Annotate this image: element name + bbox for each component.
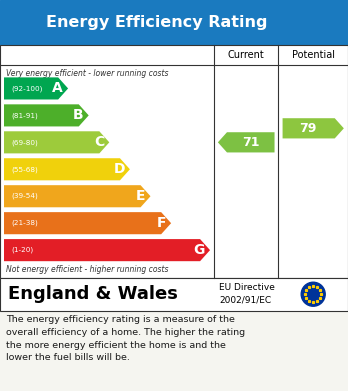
- Text: A: A: [52, 81, 63, 95]
- Text: (81-91): (81-91): [11, 112, 38, 118]
- Bar: [0, 45, 348, 278]
- Text: Very energy efficient - lower running costs: Very energy efficient - lower running co…: [6, 69, 168, 78]
- Text: B: B: [73, 108, 84, 122]
- Text: The energy efficiency rating is a measure of the
overall efficiency of a home. T: The energy efficiency rating is a measur…: [6, 315, 245, 362]
- Text: E: E: [136, 189, 145, 203]
- Circle shape: [301, 282, 325, 306]
- Text: England & Wales: England & Wales: [8, 285, 178, 303]
- Polygon shape: [4, 239, 210, 261]
- Text: D: D: [113, 162, 125, 176]
- Text: Potential: Potential: [292, 50, 335, 60]
- Text: (55-68): (55-68): [11, 166, 38, 172]
- Text: (1-20): (1-20): [11, 247, 33, 253]
- Bar: [0, 0, 348, 45]
- Text: Not energy efficient - higher running costs: Not energy efficient - higher running co…: [6, 265, 168, 274]
- Polygon shape: [4, 131, 109, 153]
- Text: EU Directive
2002/91/EC: EU Directive 2002/91/EC: [219, 283, 275, 305]
- Text: (21-38): (21-38): [11, 220, 38, 226]
- Text: 71: 71: [242, 136, 260, 149]
- Polygon shape: [4, 185, 150, 207]
- Bar: [0, 278, 348, 311]
- Polygon shape: [4, 212, 171, 234]
- Text: (92-100): (92-100): [11, 85, 42, 92]
- Text: Energy Efficiency Rating: Energy Efficiency Rating: [46, 15, 267, 30]
- Text: G: G: [193, 243, 205, 257]
- Text: (69-80): (69-80): [11, 139, 38, 145]
- Text: 79: 79: [300, 122, 317, 135]
- Polygon shape: [283, 118, 344, 138]
- Text: Current: Current: [228, 50, 264, 60]
- Text: C: C: [94, 135, 104, 149]
- Polygon shape: [4, 158, 130, 180]
- Polygon shape: [4, 77, 68, 99]
- Text: F: F: [157, 216, 166, 230]
- Polygon shape: [4, 104, 89, 126]
- Polygon shape: [218, 132, 275, 152]
- Text: (39-54): (39-54): [11, 193, 38, 199]
